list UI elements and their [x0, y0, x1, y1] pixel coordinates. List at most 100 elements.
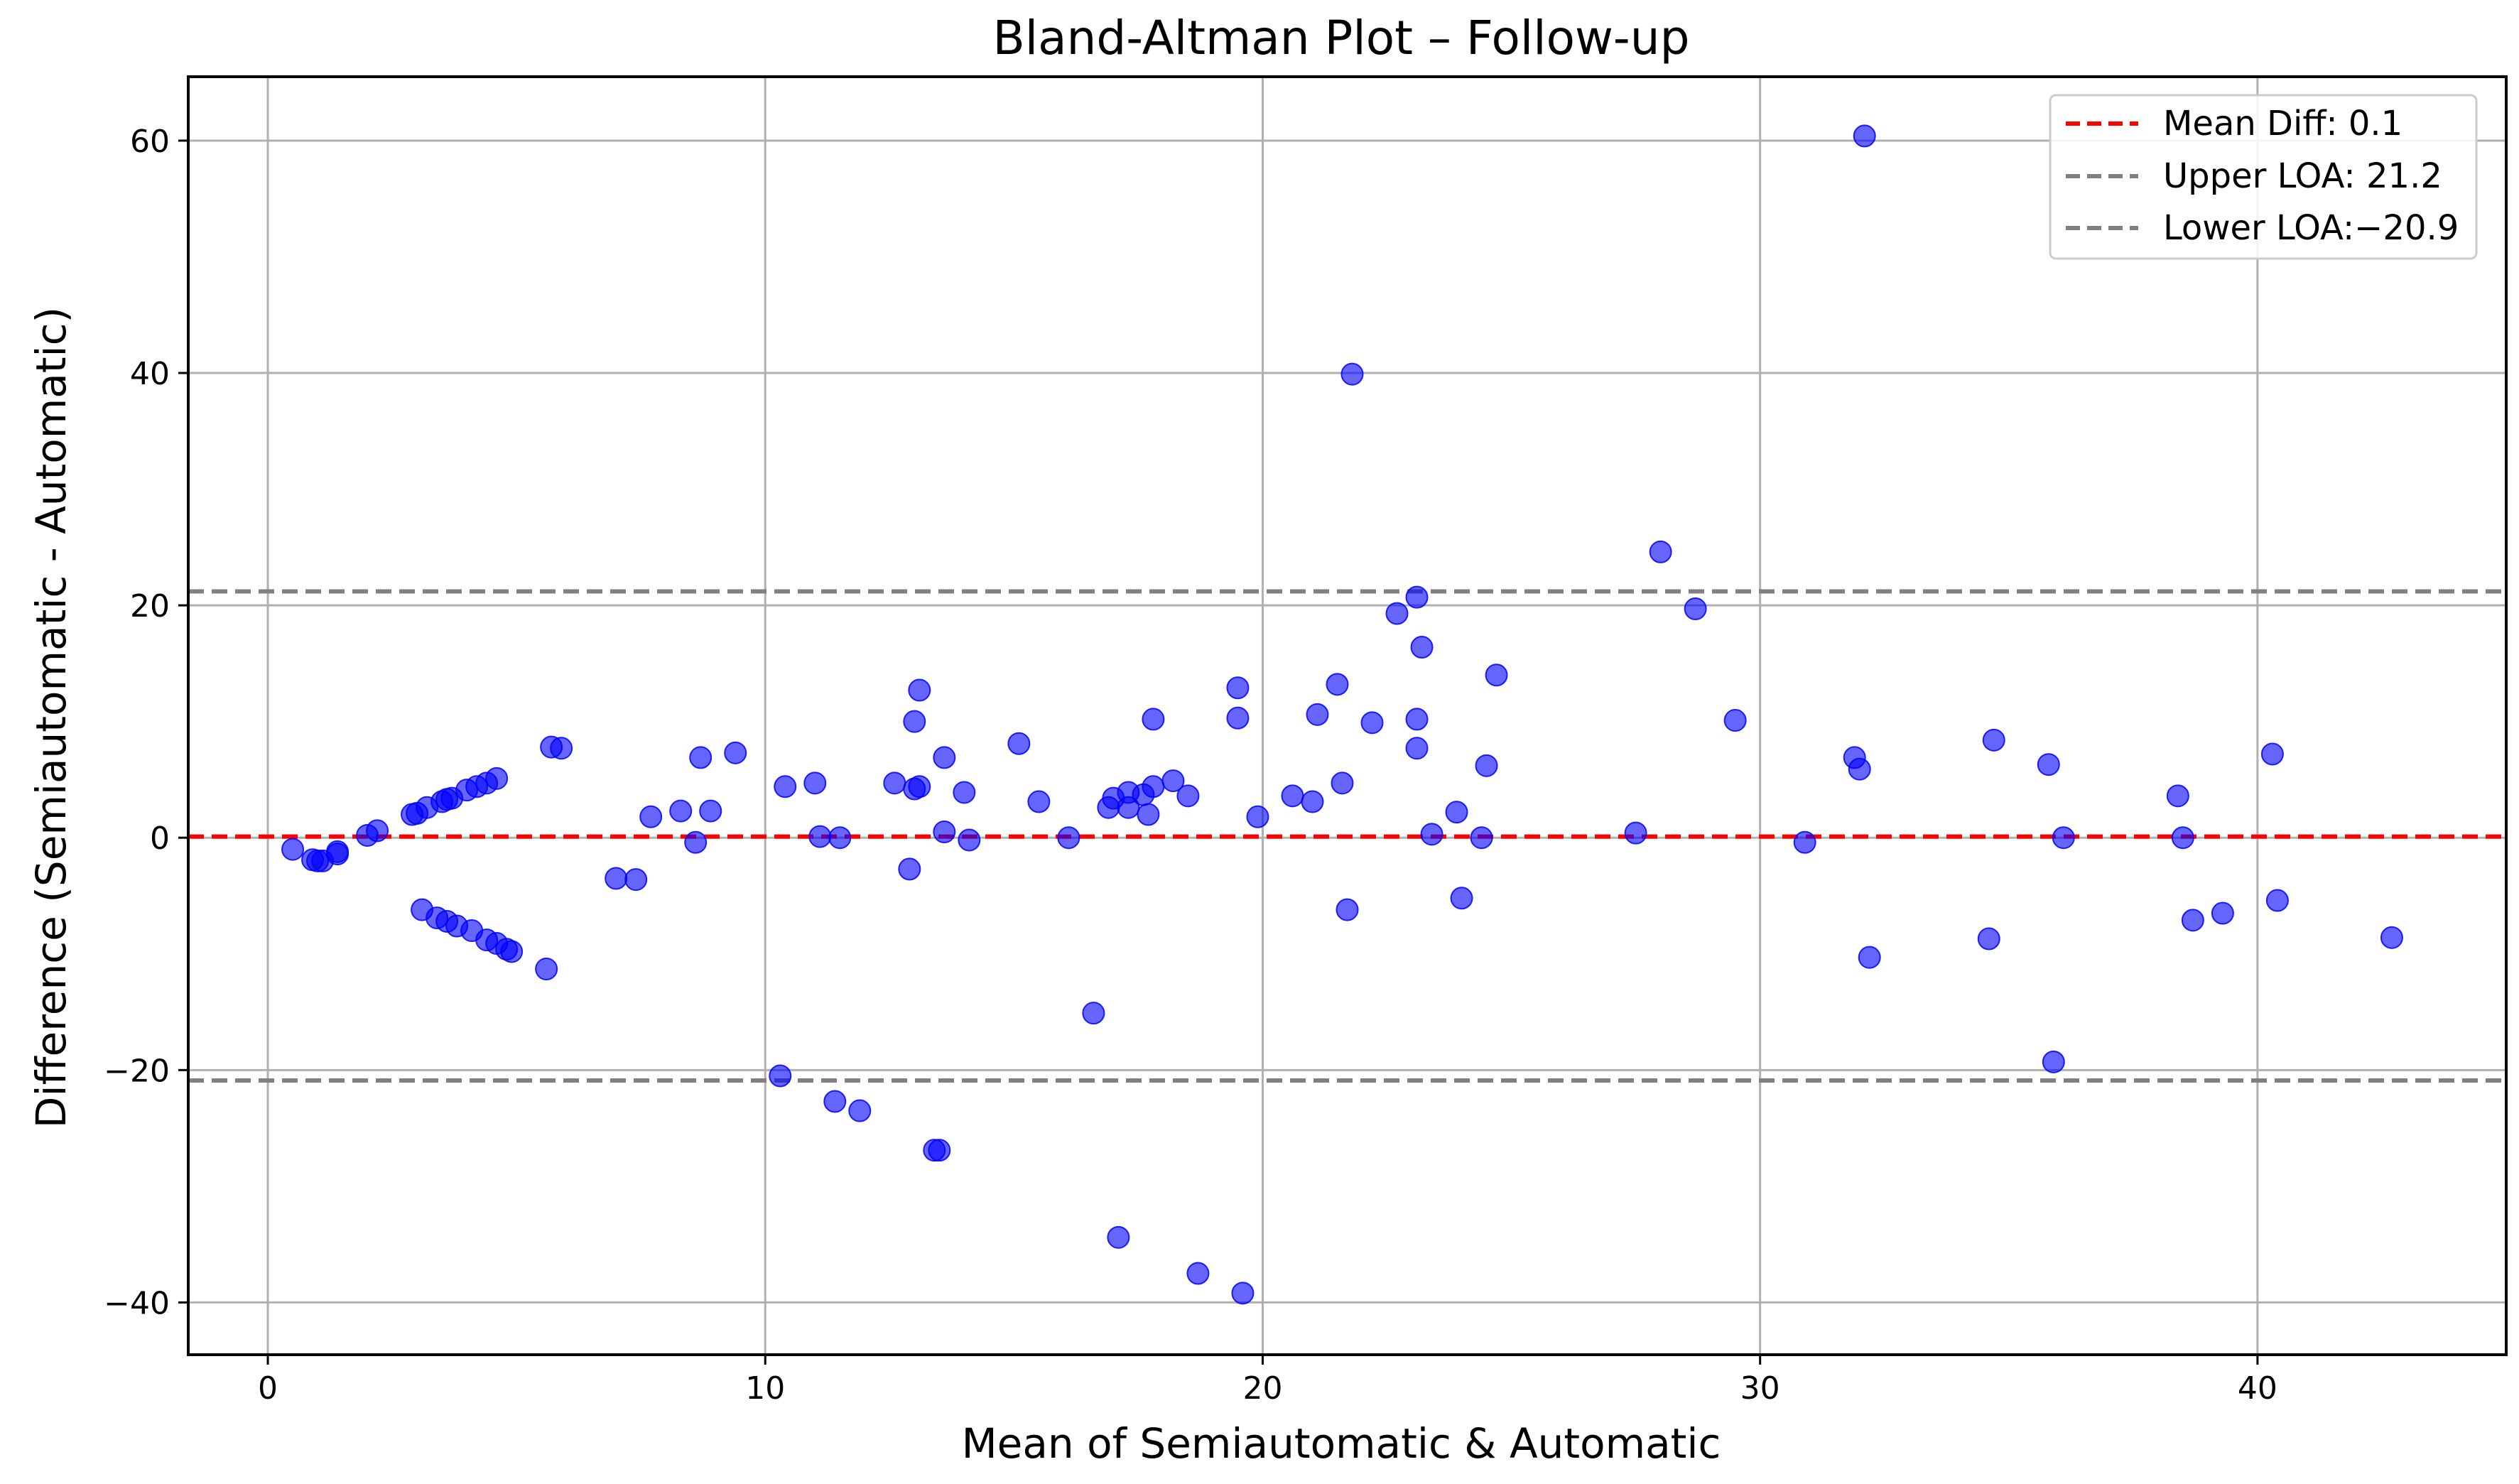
data-point — [803, 771, 827, 795]
data-point — [624, 868, 648, 892]
data-point — [933, 746, 956, 769]
y-axis-ticks: −40 −20 0 20 40 60 — [104, 124, 188, 1321]
data-point — [1858, 946, 1881, 969]
data-point — [1142, 775, 1165, 798]
data-point — [1977, 927, 2000, 950]
data-point — [848, 1099, 872, 1122]
data-point — [1326, 673, 1349, 696]
x-tick-label: 30 — [1740, 1370, 1780, 1407]
x-tick-label: 40 — [2238, 1370, 2277, 1407]
data-point — [1306, 703, 1329, 726]
data-point — [281, 838, 305, 861]
data-point — [1723, 709, 1747, 732]
data-point — [699, 799, 722, 823]
data-point — [898, 857, 921, 881]
data-point — [669, 799, 693, 823]
data-point — [500, 940, 524, 963]
plot-area-frame — [187, 75, 2508, 1356]
data-point — [1007, 732, 1031, 755]
x-axis-label: Mean of Semiautomatic & Automatic — [962, 1419, 1721, 1468]
data-point — [1793, 830, 1816, 854]
data-point — [928, 1139, 951, 1162]
data-point — [808, 825, 832, 848]
data-point — [1340, 362, 1364, 386]
data-point — [1107, 1225, 1130, 1249]
data-point — [1405, 708, 1429, 731]
data-point — [1231, 1282, 1255, 1305]
data-point — [1246, 805, 1269, 828]
data-point — [1360, 711, 1384, 735]
data-point — [2380, 926, 2403, 949]
data-point — [1057, 826, 1080, 850]
data-point — [1848, 757, 1871, 781]
reference-lines — [188, 589, 2506, 1083]
data-point — [2037, 753, 2060, 776]
chart-title: Bland-Altman Plot – Follow-up — [993, 11, 1690, 65]
data-point — [2211, 901, 2234, 925]
x-axis-ticks: 0 10 20 30 40 — [258, 1355, 2277, 1407]
data-point — [1186, 1262, 1210, 1285]
data-point — [485, 767, 509, 790]
legend-upper-loa-label: Upper LOA: 21.2 — [2163, 156, 2442, 196]
data-point — [1137, 803, 1160, 826]
data-point — [1624, 821, 1647, 845]
data-point — [326, 843, 350, 866]
data-point — [2181, 909, 2204, 932]
data-point — [1410, 636, 1434, 659]
data-point — [684, 830, 708, 854]
data-point — [908, 775, 931, 798]
y-tick-label: 60 — [130, 124, 170, 160]
data-point — [953, 781, 976, 804]
data-point — [366, 819, 389, 843]
legend-mean-label: Mean Diff: 0.1 — [2163, 104, 2402, 143]
data-point — [689, 746, 713, 769]
data-point — [1405, 585, 1429, 609]
x-tick-label: 20 — [1242, 1370, 1282, 1407]
data-point — [1385, 602, 1409, 625]
data-point — [1445, 801, 1468, 824]
data-point — [1485, 664, 1508, 687]
y-tick-label: 40 — [130, 356, 170, 392]
data-point — [1649, 540, 1672, 563]
data-points — [281, 124, 2403, 1305]
y-tick-label: −20 — [104, 1053, 170, 1089]
legend-box — [2049, 94, 2478, 260]
data-point — [1226, 676, 1250, 700]
y-tick-label: −40 — [104, 1285, 170, 1321]
data-point — [2042, 1050, 2065, 1073]
data-point — [2166, 784, 2189, 808]
data-point — [1027, 790, 1051, 813]
data-point — [908, 678, 931, 702]
data-point — [550, 737, 573, 760]
data-point — [639, 805, 663, 828]
data-point — [724, 741, 747, 764]
x-tick-label: 0 — [258, 1370, 278, 1407]
data-point — [1142, 708, 1165, 731]
data-point — [774, 775, 797, 798]
data-point — [1301, 790, 1324, 813]
data-point — [1082, 1002, 1105, 1025]
y-tick-label: 0 — [150, 820, 170, 857]
data-point — [903, 710, 926, 733]
data-point — [2171, 826, 2194, 850]
data-point — [933, 820, 956, 844]
y-tick-label: 20 — [130, 588, 170, 624]
data-point — [958, 828, 981, 852]
data-point — [883, 771, 906, 795]
y-axis-label: Difference (Semiautomatic - Automatic) — [27, 307, 75, 1128]
data-point — [1405, 737, 1429, 760]
data-point — [1336, 898, 1359, 921]
data-point — [535, 958, 558, 981]
data-point — [823, 1090, 847, 1113]
data-point — [769, 1064, 792, 1088]
data-point — [1684, 597, 1707, 621]
data-point — [1176, 784, 1200, 808]
data-point — [1331, 771, 1354, 795]
data-point — [1475, 754, 1498, 777]
data-point — [605, 867, 628, 890]
data-point — [1161, 769, 1185, 793]
data-point — [1226, 706, 1250, 730]
data-point — [1853, 124, 1876, 148]
data-point — [1281, 784, 1304, 808]
